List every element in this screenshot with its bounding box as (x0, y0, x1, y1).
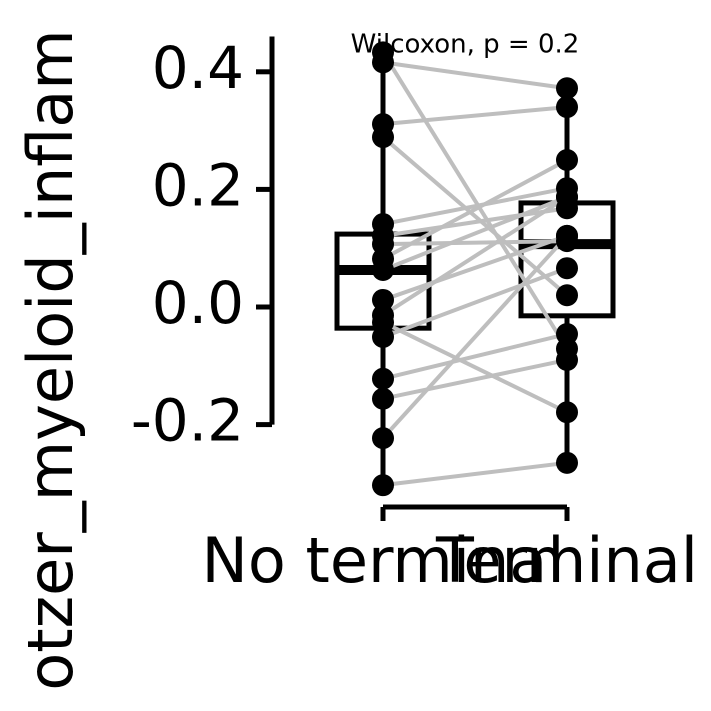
point (372, 51, 394, 74)
point (372, 474, 394, 497)
y-tick-label: -0.2 (131, 387, 244, 455)
pair-line (382, 332, 568, 381)
pair-line (382, 186, 568, 227)
point (556, 149, 578, 171)
point (556, 96, 578, 119)
point (556, 284, 578, 307)
pair-line (382, 266, 568, 339)
x-tick-label: Terminal (435, 524, 698, 597)
y-tick-label: 0.0 (152, 269, 244, 337)
point (372, 288, 394, 311)
y-tick-label: 0.2 (152, 152, 244, 220)
pair-line (382, 320, 568, 415)
pair-line (382, 60, 568, 91)
pair-line (381, 195, 569, 317)
point (556, 401, 578, 424)
point (372, 126, 394, 149)
point (556, 451, 578, 474)
pair-line (382, 206, 568, 238)
pair-line (382, 195, 568, 272)
point (556, 323, 578, 346)
pair-line (381, 234, 569, 440)
point (372, 427, 394, 450)
y-axis-label: otzer_myeloid_inflam (14, 29, 87, 690)
point (372, 325, 394, 348)
pair-line (382, 105, 568, 127)
pair-line (381, 51, 569, 350)
point (556, 186, 578, 209)
pair-line (382, 357, 568, 401)
point (372, 367, 394, 390)
pair-line (382, 460, 568, 488)
x-tick-label: No terminal (201, 524, 564, 597)
point (372, 258, 394, 281)
pair-line (382, 158, 568, 261)
point (372, 387, 394, 410)
point (556, 224, 578, 247)
pair-line (382, 233, 568, 302)
point (556, 257, 578, 280)
y-tick-label: 0.4 (152, 34, 244, 102)
point (556, 77, 578, 100)
point (556, 348, 578, 371)
